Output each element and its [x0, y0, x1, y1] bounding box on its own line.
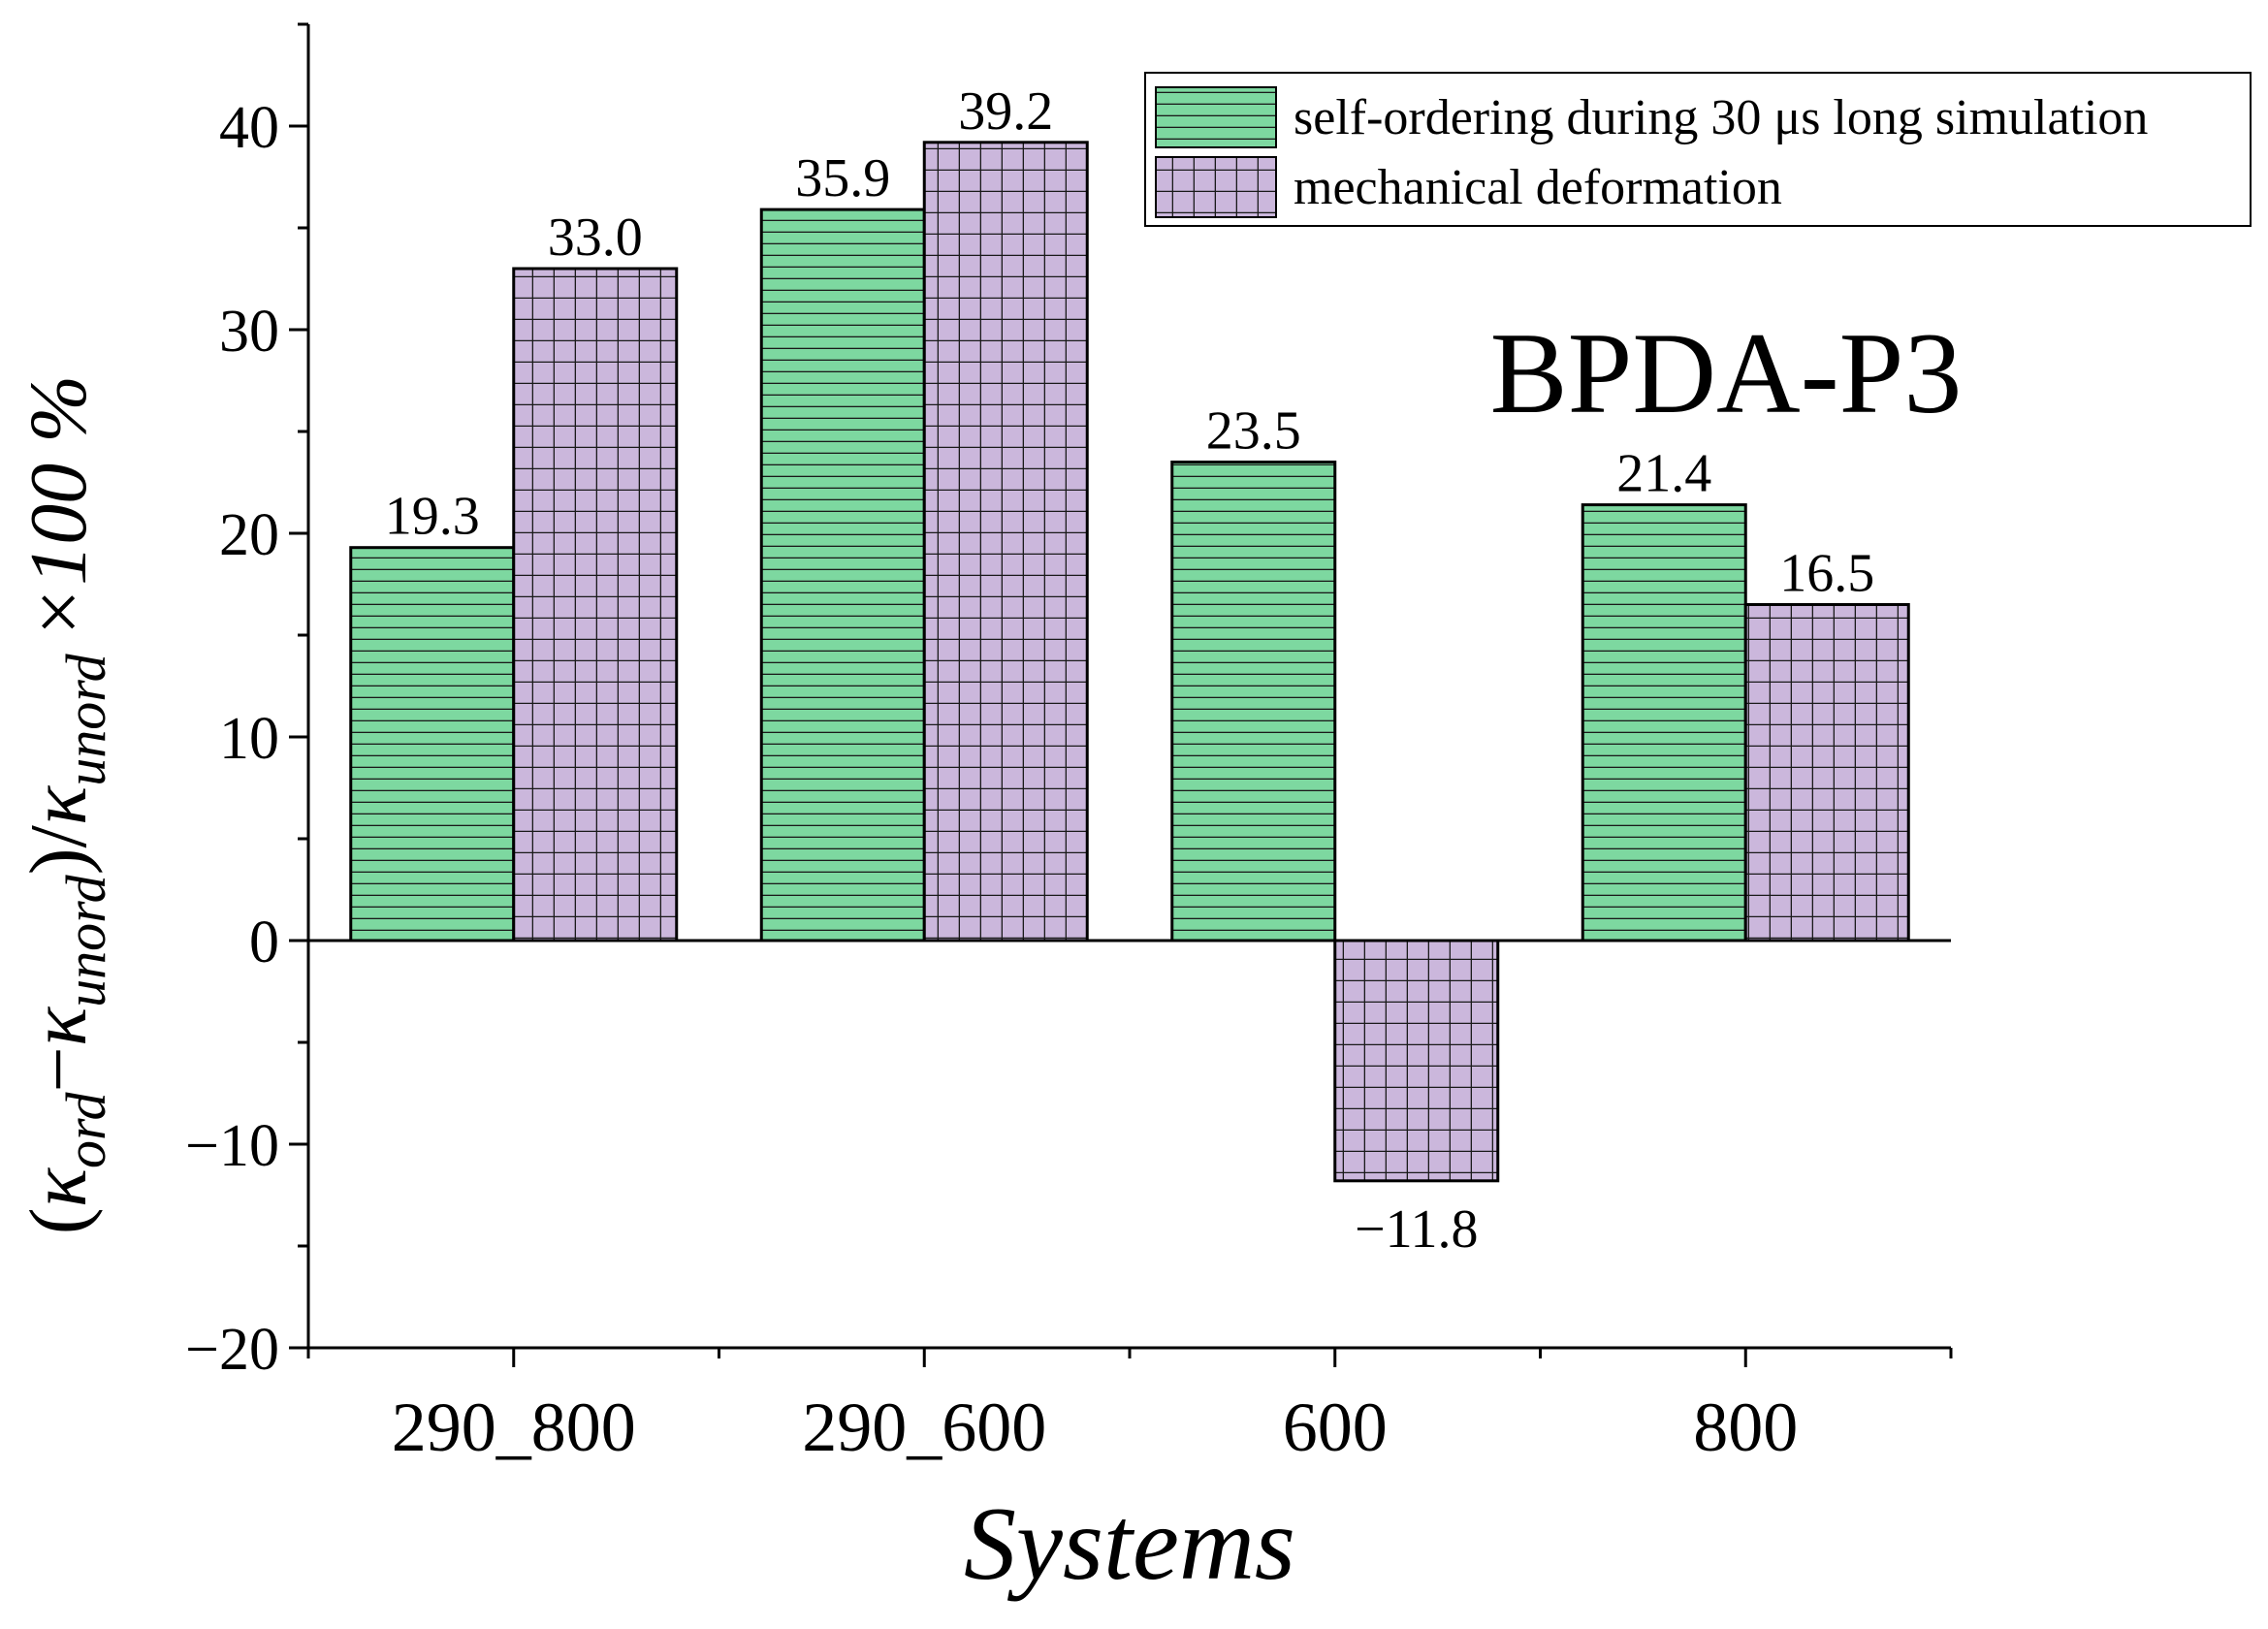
- y-axis-title: (κord−κunord)/κunord×100 %: [14, 375, 117, 1235]
- y-title-sub-ord: ord: [54, 1092, 117, 1168]
- y-title-sub-unord: unord: [54, 874, 117, 1006]
- legend-frame: [1144, 72, 2252, 227]
- x-tick-label: 600: [1283, 1389, 1388, 1466]
- x-tick-label: 290_800: [392, 1389, 636, 1466]
- bar-value-label: 19.3: [385, 487, 480, 547]
- y-tick-label: 10: [219, 706, 279, 772]
- y-tick-label: 40: [219, 95, 279, 161]
- chart-title: BPDA-P3: [1490, 308, 1963, 437]
- y-tick-label: −20: [185, 1317, 279, 1383]
- x-axis: 290_800 290_600 600 800: [306, 1346, 1953, 1466]
- bar-value-label: −11.8: [1355, 1199, 1479, 1260]
- bar-value-label: 21.4: [1616, 444, 1711, 504]
- x-tick-label: 800: [1693, 1389, 1798, 1466]
- legend-label-mechanical-deformation: mechanical deformation: [1294, 160, 1782, 215]
- y-title-kappa-unord: κ: [14, 1006, 104, 1046]
- x-axis-title: Systems: [964, 1486, 1295, 1602]
- bar-mechanical-deformation-290_800: [512, 267, 679, 942]
- bar-value-label: 16.5: [1779, 544, 1874, 604]
- y-title-kappa-ord: κ: [14, 1166, 104, 1207]
- bar-mechanical-deformation-800: [1743, 603, 1910, 942]
- x-tick-label: 290_600: [802, 1389, 1046, 1466]
- bar-labels-layer: 19.3 33.0 35.9 39.2 23.5 −11.8 21.4 16.5: [385, 81, 1875, 1260]
- y-tick-label: 30: [219, 299, 279, 365]
- bar-value-label: 35.9: [795, 148, 890, 208]
- y-title-sub-unord-2: unord: [54, 653, 117, 785]
- legend-label-self-ordering: self-ordering during 30 μs long simulati…: [1294, 90, 2148, 145]
- bar-mechanical-deformation-290_600: [922, 141, 1089, 942]
- bar-self-ordering-800: [1581, 503, 1747, 942]
- bar-value-label: 39.2: [958, 81, 1053, 142]
- bar-value-label: 23.5: [1206, 401, 1301, 462]
- y-title-minus: −: [14, 1046, 104, 1092]
- y-tick-label: 20: [219, 502, 279, 568]
- bars-layer: [349, 141, 1910, 1183]
- y-ticks: −20 −10 0 10 20 30 40: [185, 22, 308, 1383]
- bar-self-ordering-600: [1170, 461, 1337, 942]
- y-title-open-paren: (: [14, 1207, 104, 1234]
- y-title-suffix: ×100 %: [14, 375, 104, 641]
- legend-swatch-self-ordering: [1155, 86, 1277, 148]
- bar-mechanical-deformation-600: [1333, 939, 1500, 1183]
- y-tick-label: −10: [185, 1113, 279, 1179]
- y-tick-label: 0: [249, 910, 279, 975]
- bar-value-label: 33.0: [548, 208, 643, 268]
- y-title-kappa-unord-2: κ: [14, 784, 104, 825]
- y-title-slash-paren: )/: [14, 824, 104, 875]
- bar-self-ordering-290_600: [759, 208, 926, 942]
- y-axis: −20 −10 0 10 20 30 40: [185, 22, 310, 1383]
- legend-swatch-mechanical-deformation: [1155, 156, 1277, 218]
- x-ticks: 290_800 290_600 600 800: [306, 1348, 1953, 1466]
- bar-self-ordering-290_800: [349, 546, 516, 942]
- legend: self-ordering during 30 μs long simulati…: [1144, 72, 2252, 227]
